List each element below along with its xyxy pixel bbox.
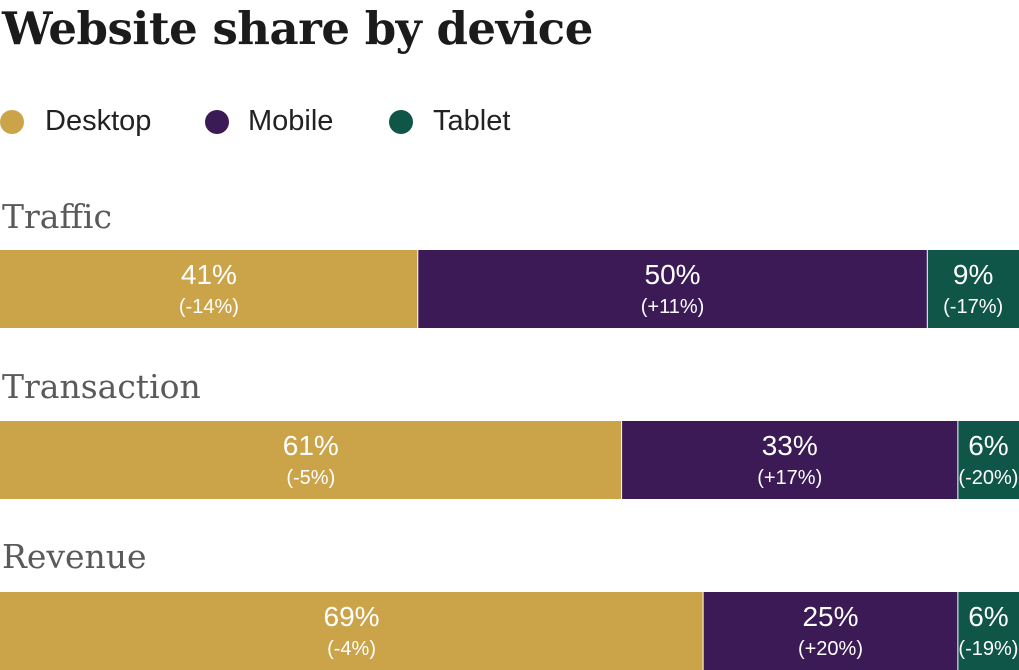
change-label-traffic-mobile: (+11%) <box>641 296 705 318</box>
bar-transaction-desktop <box>0 421 622 499</box>
value-label-transaction-desktop: 61% <box>283 430 339 461</box>
change-label-transaction-tablet: (-20%) <box>958 467 1018 489</box>
bar-revenue-desktop <box>0 592 704 670</box>
change-label-revenue-tablet: (-19%) <box>958 638 1018 660</box>
legend-label-tablet: Tablet <box>433 105 511 137</box>
value-label-revenue-desktop: 69% <box>324 601 380 632</box>
value-label-traffic-desktop: 41% <box>181 259 237 290</box>
bar-revenue-tablet <box>957 592 1019 670</box>
change-label-revenue-mobile: (+20%) <box>798 638 863 660</box>
row-label-revenue: Revenue <box>2 537 147 576</box>
legend-swatch-desktop <box>0 110 24 134</box>
row-label-transaction: Transaction <box>2 367 201 406</box>
row-label-traffic: Traffic <box>2 197 112 236</box>
bar-traffic-mobile <box>417 250 928 328</box>
change-label-transaction-desktop: (-5%) <box>286 467 335 489</box>
value-label-traffic-mobile: 50% <box>645 259 701 290</box>
bar-traffic-tablet <box>927 250 1019 328</box>
value-label-transaction-mobile: 33% <box>762 430 818 461</box>
bar-transaction-mobile <box>621 421 958 499</box>
legend-swatch-mobile <box>205 110 229 134</box>
value-label-revenue-mobile: 25% <box>802 601 858 632</box>
bar-revenue-mobile <box>703 592 958 670</box>
bar-transaction-tablet <box>957 421 1019 499</box>
change-label-traffic-tablet: (-17%) <box>943 296 1003 318</box>
legend-label-desktop: Desktop <box>45 105 152 137</box>
legend-swatch-tablet <box>389 110 413 134</box>
value-label-traffic-tablet: 9% <box>953 259 993 290</box>
bar-traffic-desktop <box>0 250 418 328</box>
change-label-traffic-desktop: (-14%) <box>179 296 239 318</box>
change-label-transaction-mobile: (+17%) <box>757 467 822 489</box>
change-label-revenue-desktop: (-4%) <box>327 638 376 660</box>
value-label-revenue-tablet: 6% <box>968 601 1008 632</box>
legend-label-mobile: Mobile <box>248 105 334 137</box>
value-label-transaction-tablet: 6% <box>968 430 1008 461</box>
chart-title: Website share by device <box>2 2 593 55</box>
